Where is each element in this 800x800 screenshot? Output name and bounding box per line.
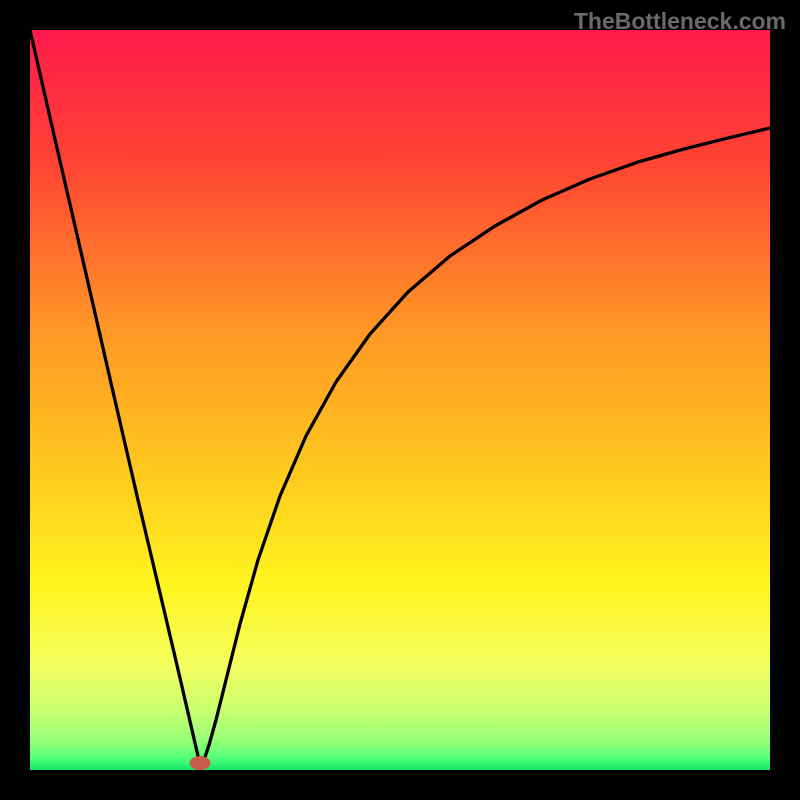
watermark: TheBottleneck.com	[574, 8, 786, 35]
optimal-point-marker	[190, 757, 210, 770]
chart-container: TheBottleneck.com	[0, 0, 800, 800]
bottleneck-chart	[0, 0, 800, 800]
chart-background	[30, 30, 770, 770]
